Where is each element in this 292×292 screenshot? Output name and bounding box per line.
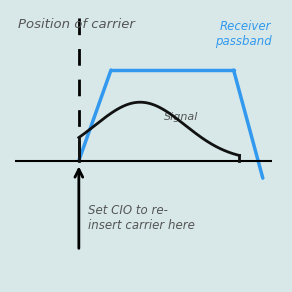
Text: Position of carrier: Position of carrier: [18, 18, 134, 31]
Text: Signal: Signal: [164, 112, 198, 122]
Text: Receiver
passband: Receiver passband: [215, 20, 272, 48]
Text: Set CIO to re-
insert carrier here: Set CIO to re- insert carrier here: [88, 204, 194, 232]
